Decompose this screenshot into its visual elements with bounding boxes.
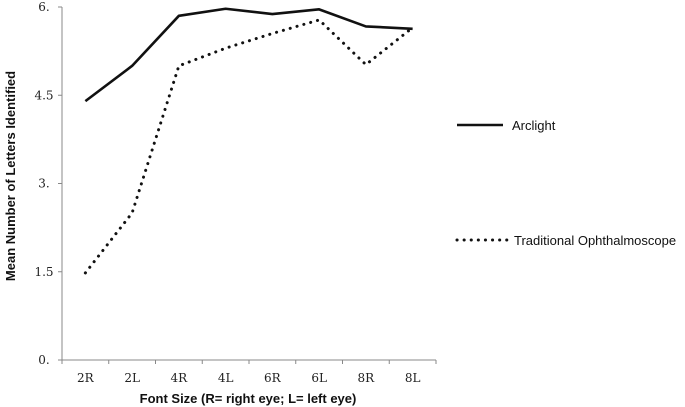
legend: Arclight Traditional Ophthalmoscope <box>455 118 676 248</box>
series-line-traditional-ophthalmoscope <box>83 18 415 275</box>
x-tick-label: 4R <box>171 371 189 385</box>
x-tick-label: 6R <box>264 371 282 385</box>
x-tick-label: 6L <box>311 371 327 385</box>
y-tick-label: 6. <box>38 0 49 14</box>
y-axis-ticks: 0. 1.5 3. 4.5 6. <box>34 0 62 367</box>
x-axis-ticks: 2R 2L 4R 4L 6R 6L 8R 8L <box>61 360 437 385</box>
legend-item-arclight: Arclight <box>457 118 556 133</box>
y-tick-label: 0. <box>38 353 49 367</box>
series-line-arclight <box>84 7 413 103</box>
legend-label-traditional-ophthalmoscope: Traditional Ophthalmoscope <box>514 233 676 248</box>
series-layer <box>83 7 415 275</box>
legend-item-traditional-ophthalmoscope: Traditional Ophthalmoscope <box>455 233 676 248</box>
x-tick-label: 2R <box>77 371 95 385</box>
legend-label-arclight: Arclight <box>512 118 556 133</box>
x-tick-label: 4L <box>218 371 234 385</box>
x-axis-title: Font Size (R= right eye; L= left eye) <box>140 391 357 406</box>
y-tick-label: 3. <box>38 177 49 191</box>
x-tick-label: 2L <box>124 371 140 385</box>
x-tick-label: 8R <box>358 371 376 385</box>
y-axis-title: Mean Number of Letters Identified <box>3 71 18 281</box>
x-tick-label: 8L <box>405 371 421 385</box>
y-tick-label: 4.5 <box>34 88 53 102</box>
y-tick-label: 1.5 <box>34 265 53 279</box>
